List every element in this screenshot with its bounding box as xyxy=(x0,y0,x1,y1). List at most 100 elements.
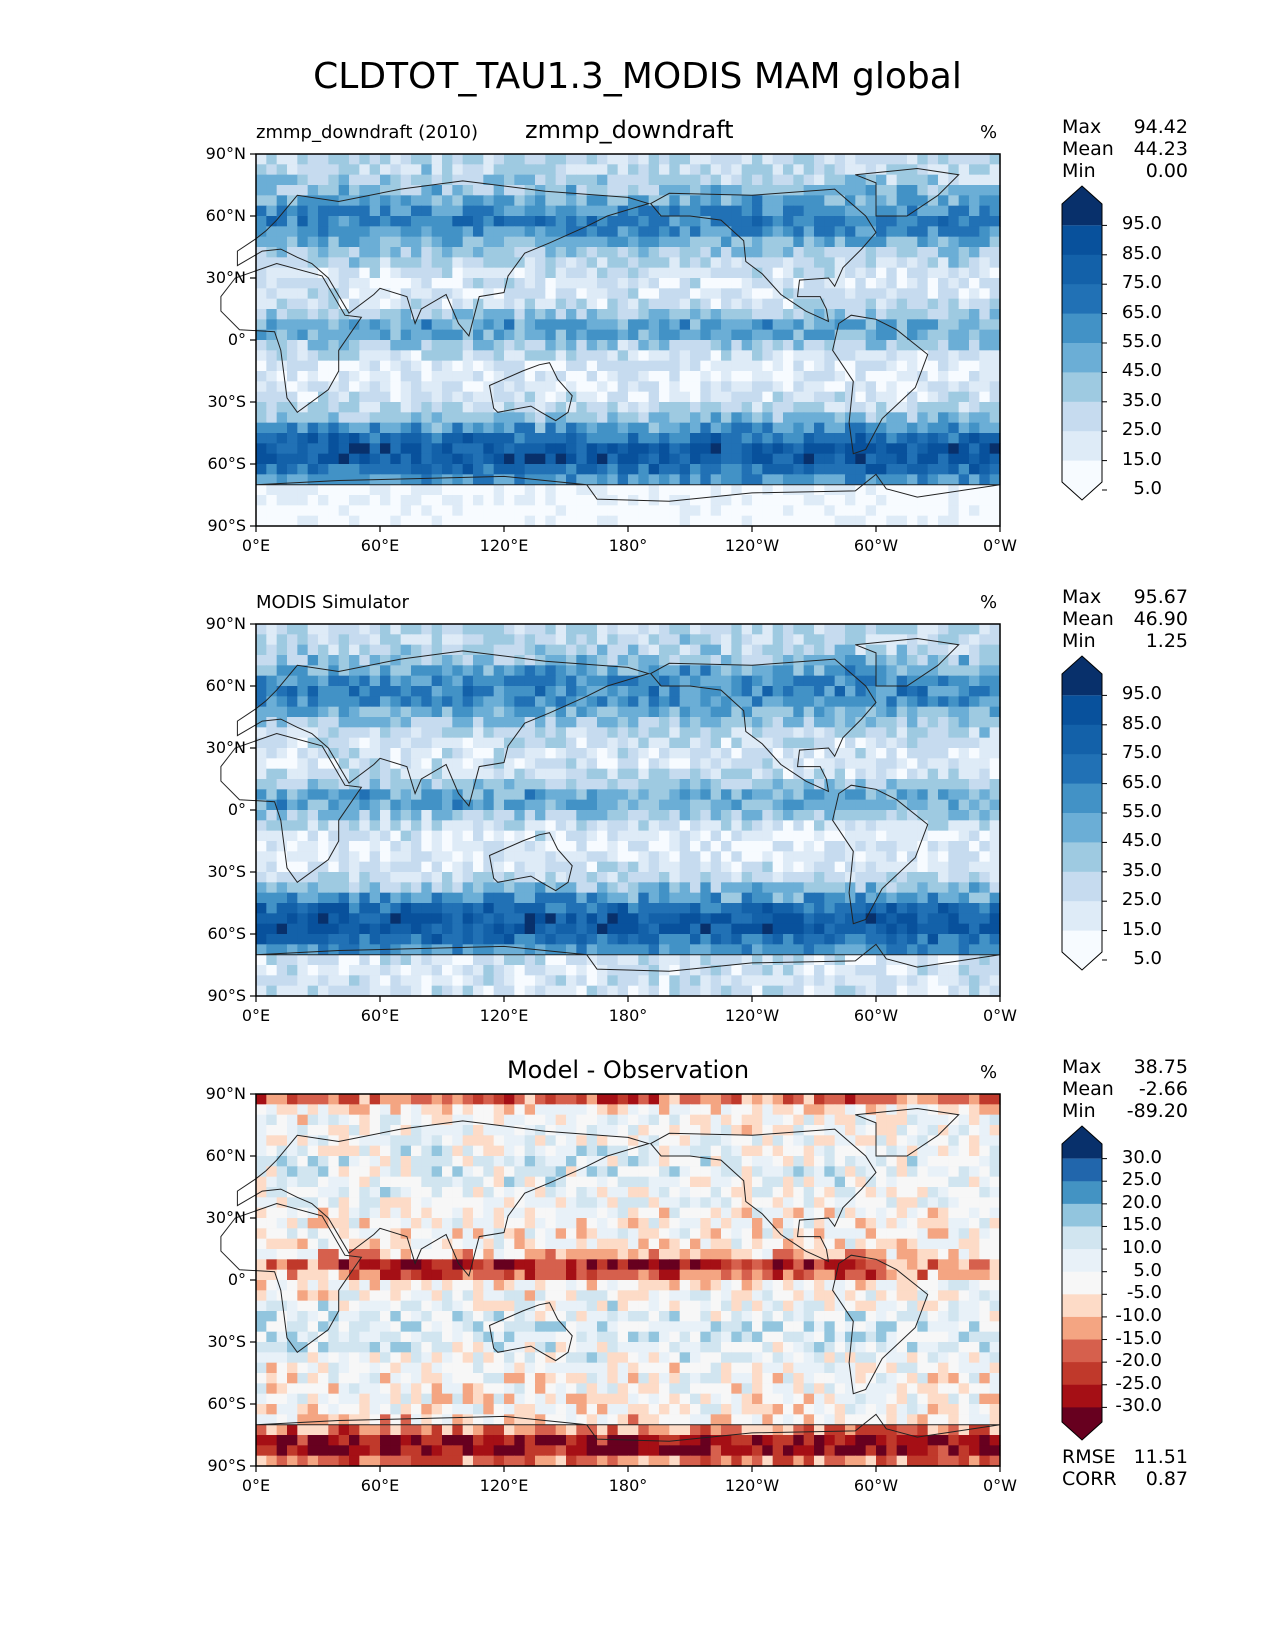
colorbar-tick-label: 5.0 xyxy=(1133,478,1162,499)
colorbar-tick-label: 45.0 xyxy=(1121,360,1162,382)
colorbar-tick-label: 95.0 xyxy=(1121,213,1162,235)
lat-tick-label: 60°N xyxy=(205,676,246,695)
stat-mean-label: Mean xyxy=(1062,138,1114,160)
colorbar-tick-label: 5.0 xyxy=(1133,1259,1162,1281)
lat-tick-label: 30°S xyxy=(207,862,246,881)
colorbar xyxy=(1061,1125,1107,1441)
stat-max-label: Max xyxy=(1062,586,1102,608)
stat-mean-label: Mean xyxy=(1062,608,1114,630)
colorbar-tick-label: 85.0 xyxy=(1121,242,1162,264)
stat-max-value: 38.75 xyxy=(1133,1056,1188,1078)
colorbar-tick-label: 95.0 xyxy=(1121,683,1162,705)
metric-rmse-label: RMSE xyxy=(1062,1446,1116,1468)
stat-min-value: -89.20 xyxy=(1126,1100,1188,1122)
colorbar-tick-label: 35.0 xyxy=(1121,859,1162,881)
stat-min-label: Min xyxy=(1062,630,1096,652)
lat-tick-label: 30°N xyxy=(205,268,246,287)
lat-tick-label: 30°N xyxy=(205,1208,246,1227)
coastlines xyxy=(220,1107,1001,1442)
lat-tick-label: 60°S xyxy=(207,924,246,943)
lon-tick-label: 0°W xyxy=(983,1006,1017,1025)
lat-tick-label: 30°N xyxy=(205,738,246,757)
stat-max-value: 94.42 xyxy=(1133,116,1188,138)
lon-tick-label: 120°W xyxy=(724,536,780,555)
colorbar-tick-label: 15.0 xyxy=(1121,918,1162,940)
lat-tick-label: 60°N xyxy=(205,1146,246,1165)
colorbar-tick-label: 15.0 xyxy=(1121,1214,1162,1236)
lat-tick-label: 90°N xyxy=(205,614,246,633)
lon-tick-label: 180° xyxy=(608,1006,648,1025)
colorbar-tick-label: 55.0 xyxy=(1121,801,1162,822)
lat-tick-label: 30°S xyxy=(207,392,246,411)
panel-title: Model - Observation xyxy=(506,1056,750,1084)
lon-tick-label: 60°E xyxy=(360,1006,400,1025)
lat-tick-label: 60°N xyxy=(205,206,246,225)
colorbar-tick-label: -25.0 xyxy=(1115,1372,1162,1394)
stat-min-label: Min xyxy=(1062,160,1096,182)
lon-tick-label: 0°E xyxy=(241,536,271,555)
coastlines xyxy=(220,167,1001,502)
lon-tick-label: 120°E xyxy=(479,536,529,555)
map-panel-2 xyxy=(220,623,1001,1002)
panel-title: zmmp_downdraft xyxy=(525,116,734,144)
colorbar-tick-label: 25.0 xyxy=(1121,889,1162,911)
stat-min-label: Min xyxy=(1062,1100,1096,1122)
lon-tick-label: 60°W xyxy=(853,1006,899,1025)
lon-tick-label: 60°W xyxy=(853,536,899,555)
metric-rmse-value: 11.51 xyxy=(1133,1446,1188,1468)
metric-corr-value: 0.87 xyxy=(1145,1468,1188,1490)
units-label: % xyxy=(980,122,998,143)
lat-tick-label: 0° xyxy=(227,1270,246,1289)
lon-tick-label: 120°E xyxy=(479,1476,529,1495)
metric-corr-label: CORR xyxy=(1062,1468,1117,1490)
colorbar-tick-label: 65.0 xyxy=(1121,771,1162,793)
colorbar-tick-label: -15.0 xyxy=(1115,1327,1162,1349)
colorbar-tick-label: 15.0 xyxy=(1121,448,1162,470)
colorbar-tick-label: 85.0 xyxy=(1121,712,1162,734)
lat-tick-label: 90°S xyxy=(207,516,246,535)
colorbar-tick-label: -5.0 xyxy=(1126,1282,1162,1304)
lon-tick-label: 60°W xyxy=(853,1476,899,1495)
units-label: % xyxy=(980,592,998,613)
colorbar-tick-label: 55.0 xyxy=(1121,331,1162,352)
map-panel-1 xyxy=(220,153,1001,532)
lon-tick-label: 60°E xyxy=(360,536,400,555)
lon-tick-label: 0°E xyxy=(241,1476,271,1495)
stat-mean-label: Mean xyxy=(1062,1078,1114,1100)
colorbar-tick-label: 25.0 xyxy=(1121,1169,1162,1191)
lon-tick-label: 0°E xyxy=(241,1006,271,1025)
stat-max-label: Max xyxy=(1062,1056,1102,1078)
colorbar-tick-label: -30.0 xyxy=(1115,1395,1162,1417)
lat-tick-label: 60°S xyxy=(207,454,246,473)
colorbar-tick-label: 5.0 xyxy=(1133,948,1162,969)
lon-tick-label: 0°W xyxy=(983,536,1017,555)
colorbar-tick-label: 25.0 xyxy=(1121,419,1162,441)
lat-tick-label: 30°S xyxy=(207,1332,246,1351)
lon-tick-label: 180° xyxy=(608,1476,648,1495)
stat-max-value: 95.67 xyxy=(1133,586,1188,608)
lon-tick-label: 120°W xyxy=(724,1476,780,1495)
lat-tick-label: 90°N xyxy=(205,1084,246,1103)
units-label: % xyxy=(980,1062,998,1083)
lat-tick-label: 0° xyxy=(227,330,246,349)
colorbar-tick-label: 30.0 xyxy=(1121,1146,1162,1168)
lon-tick-label: 120°E xyxy=(479,1006,529,1025)
lon-tick-label: 0°W xyxy=(983,1476,1017,1495)
colorbar xyxy=(1061,185,1107,501)
stat-min-value: 1.25 xyxy=(1145,630,1188,652)
lat-tick-label: 90°S xyxy=(207,986,246,1005)
colorbar-tick-label: 35.0 xyxy=(1121,389,1162,411)
stat-mean-value: -2.66 xyxy=(1138,1078,1188,1100)
stat-max-label: Max xyxy=(1062,116,1102,138)
lon-tick-label: 180° xyxy=(608,536,648,555)
map-panel-3 xyxy=(220,1093,1001,1472)
stat-mean-value: 44.23 xyxy=(1133,138,1188,160)
colorbar-tick-label: 75.0 xyxy=(1121,742,1162,764)
lon-tick-label: 60°E xyxy=(360,1476,400,1495)
colorbar xyxy=(1061,655,1107,971)
colorbar-tick-label: -20.0 xyxy=(1115,1350,1162,1372)
colorbar-tick-label: 75.0 xyxy=(1121,272,1162,294)
lat-tick-label: 60°S xyxy=(207,1394,246,1413)
stat-mean-value: 46.90 xyxy=(1133,608,1188,630)
